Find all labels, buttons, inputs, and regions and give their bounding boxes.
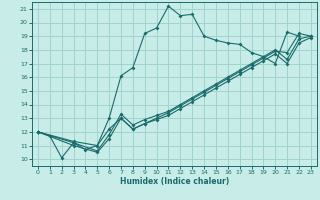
- X-axis label: Humidex (Indice chaleur): Humidex (Indice chaleur): [120, 177, 229, 186]
